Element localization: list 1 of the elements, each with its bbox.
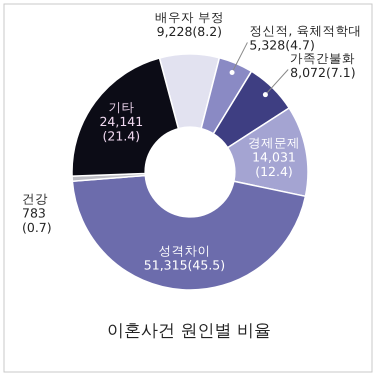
text: 이혼사건 원인별 비율	[107, 321, 271, 341]
